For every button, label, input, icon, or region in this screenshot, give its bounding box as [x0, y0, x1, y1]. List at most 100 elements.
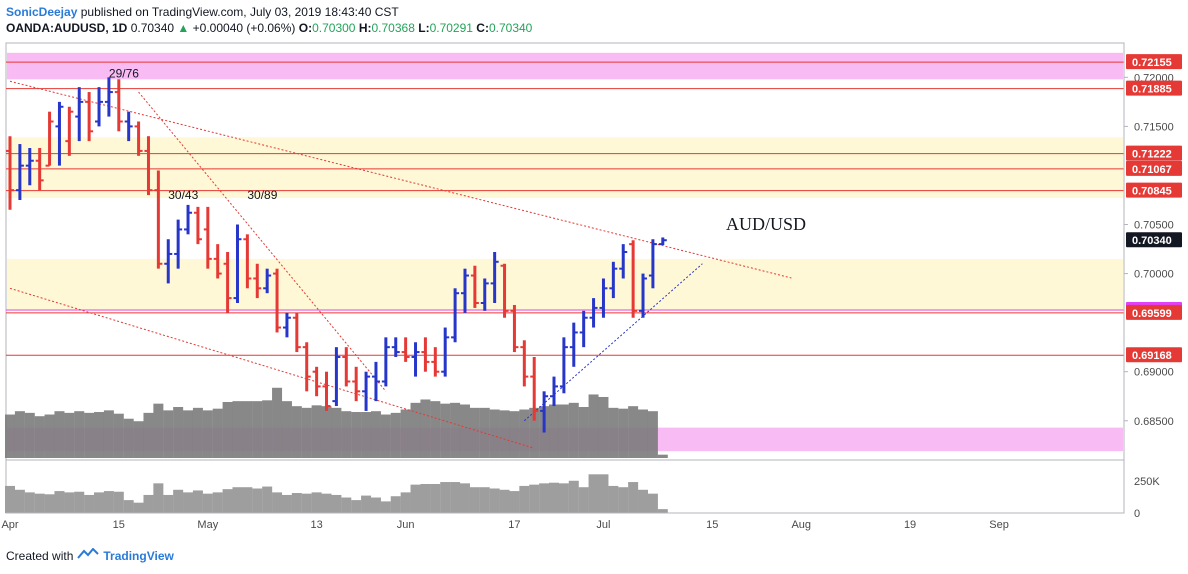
ohlc-bar[interactable]: [312, 366, 321, 397]
ohlc-bar[interactable]: [470, 265, 479, 308]
ohlc-bar[interactable]: [381, 337, 390, 387]
ohlc-bar[interactable]: [45, 111, 54, 167]
ohlc-line: OANDA:AUDUSD, 1D 0.70340 ▲ +0.00040 (+0.…: [6, 20, 532, 36]
last-price: 0.70340: [130, 21, 175, 35]
author-link[interactable]: SonicDeejay: [6, 5, 78, 19]
ohlc-bar[interactable]: [639, 273, 648, 318]
ohlc-bar[interactable]: [362, 371, 371, 411]
ohlc-bar[interactable]: [579, 310, 588, 348]
ohlc-bar[interactable]: [104, 77, 113, 117]
volume-pane-bar: [281, 494, 292, 513]
ohlc-bar[interactable]: [35, 147, 44, 191]
ohlc-bar[interactable]: [75, 87, 84, 142]
ohlc-bar[interactable]: [134, 121, 143, 156]
ohlc-bar[interactable]: [451, 288, 460, 343]
level-price-tag[interactable]: [1126, 182, 1182, 198]
trendline[interactable]: [9, 287, 535, 449]
ohlc-bar[interactable]: [203, 206, 212, 269]
volume-pane-bar: [361, 495, 372, 513]
ohlc-bar[interactable]: [124, 111, 133, 142]
ohlc-bar[interactable]: [411, 342, 420, 377]
level-price-tag[interactable]: [1126, 232, 1182, 248]
ohlc-bar[interactable]: [85, 92, 94, 142]
volume-bar: [549, 404, 559, 458]
ohlc-bar[interactable]: [193, 206, 202, 245]
volume-bar: [588, 394, 599, 458]
ohlc-bar[interactable]: [520, 340, 529, 387]
ohlc-bar[interactable]: [65, 106, 74, 156]
ohlc-bar[interactable]: [648, 239, 657, 289]
ohlc-bar[interactable]: [25, 147, 34, 186]
ohlc-bar[interactable]: [15, 144, 24, 200]
ohlc-bar[interactable]: [559, 337, 568, 394]
tradingview-logo-icon: [77, 547, 100, 563]
ohlc-bar[interactable]: [114, 79, 123, 132]
ohlc-bar[interactable]: [599, 278, 608, 318]
volume-bar: [647, 411, 658, 458]
ohlc-bar[interactable]: [55, 101, 64, 166]
volume-bar: [272, 387, 283, 458]
ohlc-bar[interactable]: [658, 237, 667, 246]
ohlc-bar[interactable]: [441, 327, 450, 377]
level-price-tag[interactable]: [1126, 145, 1182, 161]
ohlc-bar[interactable]: [273, 268, 282, 333]
trendline[interactable]: [523, 263, 703, 422]
ohlc-bar[interactable]: [95, 87, 104, 127]
ohlc-bar[interactable]: [500, 263, 509, 318]
volume-pane-bar: [479, 487, 490, 513]
ohlc-bar[interactable]: [490, 251, 499, 304]
ohlc-bar[interactable]: [223, 251, 232, 313]
ohlc-bar[interactable]: [292, 312, 301, 353]
tradingview-brand[interactable]: TradingView: [103, 548, 174, 563]
ohlc-bar[interactable]: [263, 268, 272, 294]
trendline[interactable]: [138, 91, 387, 392]
ohlc-bar[interactable]: [401, 337, 410, 362]
ohlc-bar[interactable]: [6, 136, 14, 210]
ohlc-bar[interactable]: [540, 391, 549, 433]
time-tick-label: Apr: [1, 519, 18, 531]
ohlc-bar[interactable]: [589, 298, 598, 328]
ohlc-bar[interactable]: [569, 322, 578, 367]
ohlc-bar[interactable]: [550, 376, 558, 407]
ohlc-bar[interactable]: [421, 337, 430, 372]
ohlc-bar[interactable]: [332, 347, 341, 407]
price-change: +0.00040 (+0.06%): [192, 21, 296, 35]
volume-pane-bar: [242, 487, 253, 513]
level-price-tag[interactable]: [1126, 160, 1182, 176]
ohlc-bar[interactable]: [460, 268, 469, 313]
ohlc-bar[interactable]: [233, 224, 242, 304]
ohlc-bar[interactable]: [213, 244, 222, 279]
ohlc-bar[interactable]: [243, 234, 252, 289]
ohlc-bar[interactable]: [352, 366, 361, 402]
ohlc-bar[interactable]: [510, 304, 519, 353]
ohlc-bar[interactable]: [282, 312, 291, 338]
ohlc-bar[interactable]: [371, 361, 380, 402]
level-price-tag[interactable]: [1126, 54, 1182, 70]
volume-pane-bar: [232, 487, 243, 513]
volume-bar: [94, 412, 105, 458]
level-price-tag[interactable]: [1126, 80, 1182, 96]
symbol-label[interactable]: OANDA:AUDUSD, 1D: [6, 21, 128, 35]
ratio-annotation: 30/43: [168, 188, 198, 202]
ohlc-bar[interactable]: [629, 240, 638, 318]
ohlc-bar[interactable]: [302, 342, 311, 392]
zone-band: [7, 258, 1123, 311]
ohlc-bar[interactable]: [164, 239, 173, 284]
ohlc-bar[interactable]: [530, 356, 539, 421]
ohlc-bar[interactable]: [480, 278, 489, 311]
level-price-tag[interactable]: [1126, 347, 1182, 363]
ohlc-bar[interactable]: [609, 261, 618, 299]
ohlc-bar[interactable]: [174, 219, 183, 269]
ohlc-bar[interactable]: [342, 347, 351, 387]
ohlc-bar[interactable]: [431, 347, 440, 377]
ohlc-bar[interactable]: [154, 170, 163, 269]
ohlc-bar[interactable]: [253, 263, 262, 299]
level-price-tag[interactable]: [1126, 304, 1182, 320]
ohlc-bar[interactable]: [391, 337, 400, 357]
ohlc-bar[interactable]: [619, 244, 628, 279]
volume-pane-bar: [291, 493, 302, 513]
ohlc-bar[interactable]: [322, 371, 331, 411]
ohlc-bar[interactable]: [144, 136, 153, 196]
ohlc-bar[interactable]: [184, 204, 193, 235]
